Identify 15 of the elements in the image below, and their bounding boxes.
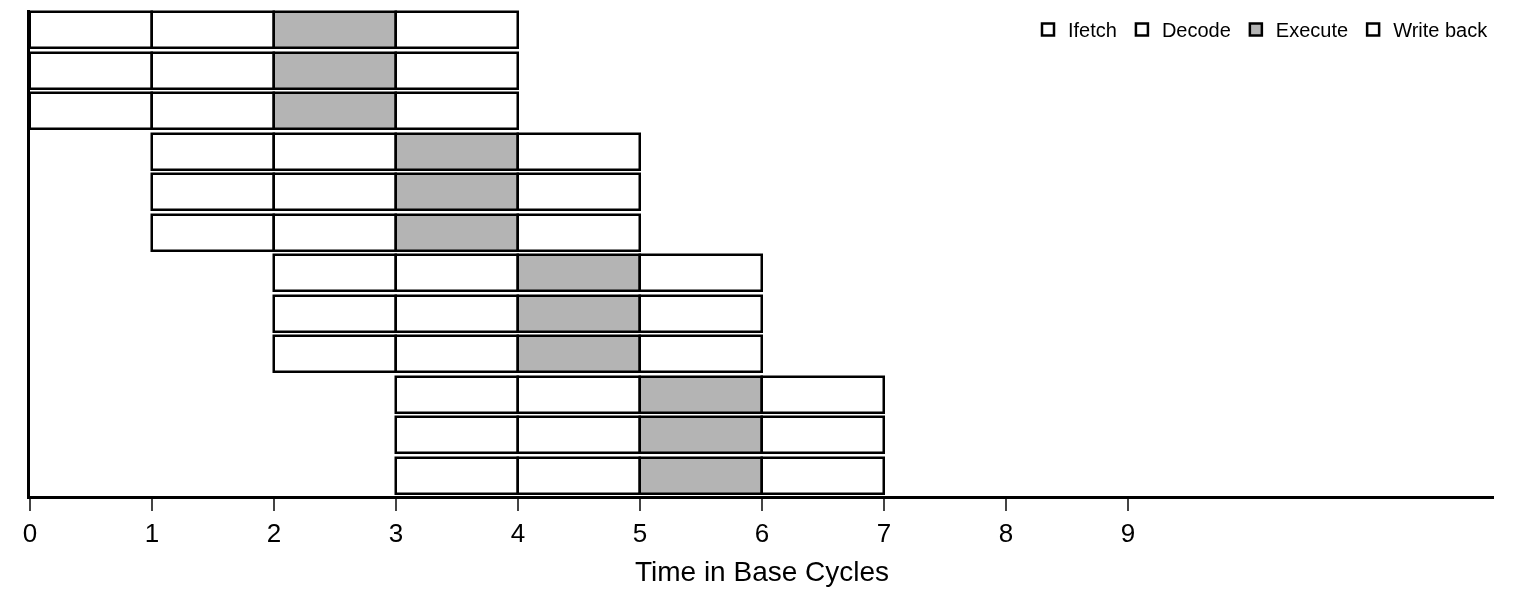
legend-label: Ifetch — [1068, 19, 1117, 42]
x-tick-label: 8 — [998, 518, 1014, 549]
x-tick-label: 5 — [632, 518, 648, 549]
x-tick-label: 2 — [266, 518, 282, 549]
x-axis-title: Time in Base Cycles — [634, 556, 890, 588]
legend-label: Execute — [1275, 19, 1349, 42]
legend-label: Decode — [1161, 19, 1231, 42]
x-tick-label: 4 — [510, 518, 526, 549]
legend-label: Write back — [1393, 19, 1489, 42]
x-tick-label: 3 — [388, 518, 404, 549]
x-tick-label: 6 — [754, 518, 770, 549]
x-tick-label: 1 — [144, 518, 160, 549]
x-tick-label: 0 — [22, 518, 38, 549]
x-tick-label: 7 — [876, 518, 892, 549]
x-tick-label: 9 — [1120, 518, 1136, 549]
